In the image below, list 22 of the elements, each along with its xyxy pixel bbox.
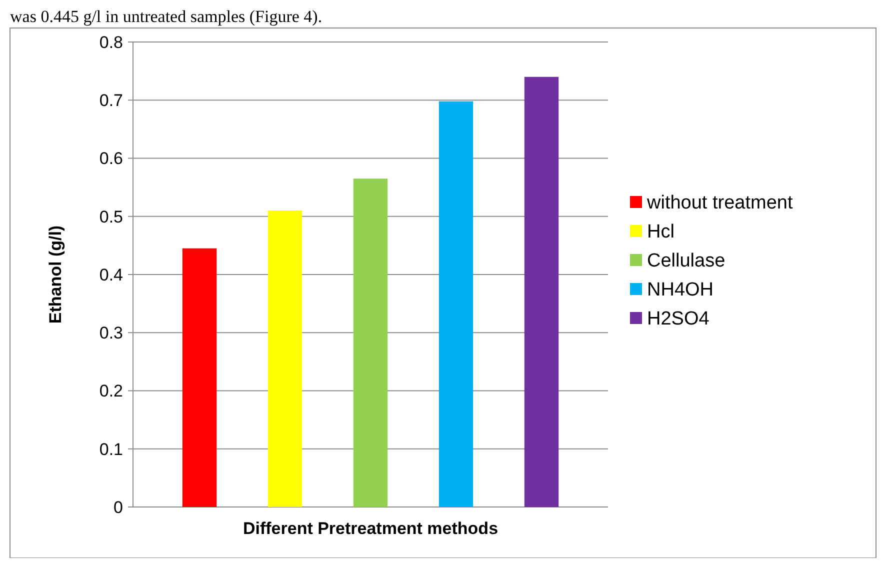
text: was 0.445 g/l in untreated samples (Figure 4). [10, 7, 322, 26]
y-tick-label: 0.2 [99, 382, 123, 401]
legend-label: Cellulase [647, 250, 726, 272]
bar [353, 178, 388, 507]
bar [438, 101, 474, 507]
y-tick-label: 0.7 [99, 91, 123, 110]
y-axis-title: Ethanol (g/l) [46, 225, 65, 324]
legend-label: without treatment [646, 192, 794, 214]
y-tick-label: 0.5 [99, 207, 123, 226]
y-tick-label: 0.6 [99, 149, 123, 168]
legend-label: H2SO4 [647, 308, 710, 330]
y-tick-label: 0.8 [99, 32, 123, 52]
bar [182, 248, 217, 507]
bar [268, 210, 302, 507]
y-tick-label: 0.1 [99, 440, 123, 459]
legend-label: Hcl [647, 222, 674, 243]
x-axis-title: Different Pretreatment methods [242, 519, 498, 538]
y-tick-label: 0.3 [99, 324, 123, 343]
legend-label: NH4OH [647, 280, 714, 301]
bar [524, 76, 559, 507]
y-tick-label: 0.4 [99, 265, 123, 284]
y-tick-label: 0 [114, 498, 123, 517]
